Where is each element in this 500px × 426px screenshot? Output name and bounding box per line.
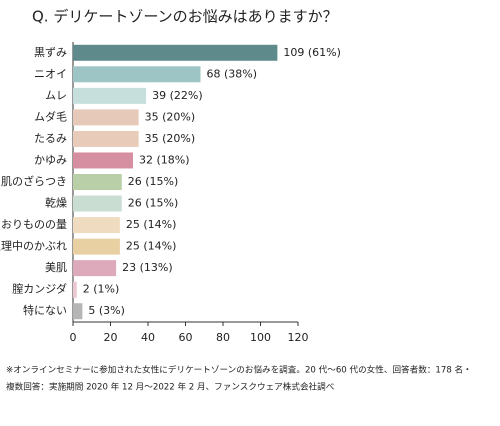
bar (73, 66, 201, 83)
x-tick-label: 40 (141, 331, 155, 344)
value-label: 25 (14%) (126, 218, 177, 231)
footnote: 複数回答：実施期間 2020 年 12 月～2022 年 2 月、ファンスクウェ… (6, 381, 335, 393)
bar (73, 217, 120, 234)
x-tick-label: 20 (104, 331, 118, 344)
bar (73, 152, 133, 169)
y-tick-label: ムダ毛 (34, 109, 67, 123)
bar (73, 109, 139, 126)
value-label: 23 (13%) (122, 261, 173, 274)
x-tick-label: 80 (216, 331, 230, 344)
x-tick-label: 120 (288, 331, 309, 344)
value-label: 68 (38%) (207, 67, 258, 80)
y-tick-label: 乾燥 (45, 197, 67, 210)
value-label: 26 (15%) (128, 197, 179, 210)
y-tick-label: ムレ (45, 89, 67, 102)
x-tick-label: 0 (70, 331, 77, 344)
y-tick-label: 肌のざらつき (1, 174, 67, 188)
value-label: 25 (14%) (126, 240, 177, 253)
x-tick-label: 100 (250, 331, 271, 344)
value-label: 39 (22%) (152, 89, 203, 102)
value-label: 35 (20%) (145, 110, 196, 123)
y-tick-label: 膣カンジダ (12, 282, 67, 296)
y-tick-label: 黒ずみ (34, 46, 67, 59)
y-tick-label: ニオイ (34, 67, 67, 80)
bar (73, 130, 139, 147)
value-label: 5 (3%) (88, 304, 125, 317)
x-tick-label: 60 (179, 331, 193, 344)
footnote: ※オンラインセミナーに参加された女性にデリケートゾーンのお悩みを調査。20 代～… (6, 364, 472, 376)
chart-title: Q. デリケートゾーンのお悩みはありますか？ (32, 8, 338, 26)
bar (73, 195, 122, 212)
value-label: 2 (1%) (83, 283, 120, 296)
value-label: 109 (61%) (283, 46, 341, 59)
bar (73, 87, 147, 104)
y-tick-label: たるみ (34, 132, 67, 145)
bar (73, 260, 117, 277)
value-label: 32 (18%) (139, 153, 190, 166)
y-tick-label: 特にない (23, 303, 67, 317)
y-tick-label: 美肌 (45, 261, 67, 274)
bar (73, 44, 278, 61)
bar (73, 281, 77, 298)
value-label: 35 (20%) (145, 132, 196, 145)
value-label: 26 (15%) (128, 175, 179, 188)
bar (73, 238, 120, 255)
y-tick-label: かゆみ (34, 153, 67, 166)
y-tick-label: 生理中のかぶれ (0, 239, 67, 253)
bar (73, 174, 122, 190)
y-tick-label: おりものの量 (1, 218, 67, 231)
bar (73, 303, 83, 320)
